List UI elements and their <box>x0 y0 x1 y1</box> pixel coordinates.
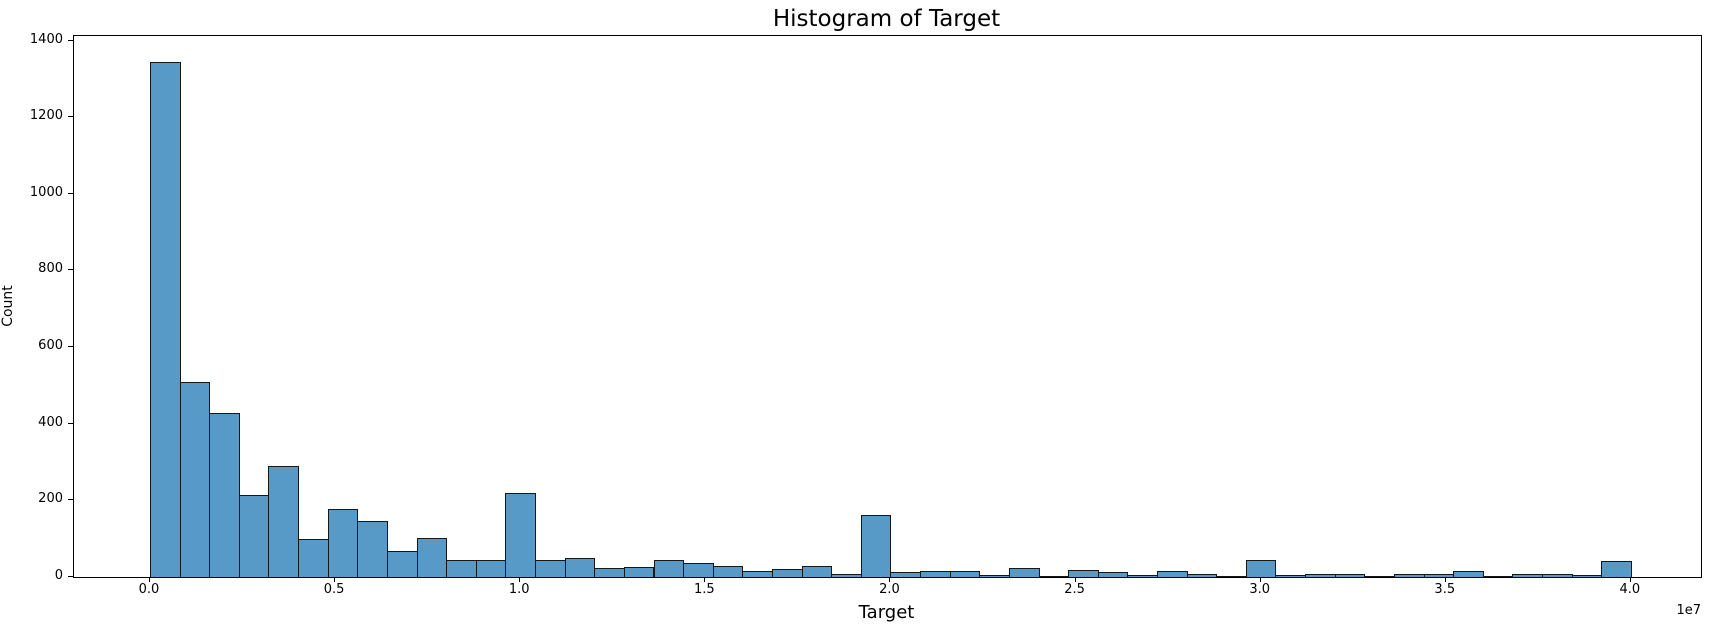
x-tick-label: 0.5 <box>323 582 345 597</box>
histogram-bar <box>298 538 329 577</box>
x-tick-mark <box>1259 577 1261 582</box>
histogram-bar <box>594 568 625 577</box>
y-tick-mark <box>68 269 73 271</box>
histogram-bar <box>1423 574 1455 577</box>
x-tick-label: 2.0 <box>879 582 900 597</box>
histogram-bar <box>1038 576 1070 577</box>
y-tick-label: 0 <box>54 568 63 583</box>
histogram-bar <box>623 566 655 577</box>
histogram-bar <box>771 568 803 577</box>
histogram-bar <box>831 573 862 577</box>
y-tick-mark <box>68 39 73 41</box>
histogram-bar <box>920 571 951 577</box>
histogram-bar <box>505 492 537 577</box>
y-tick-mark <box>68 346 73 348</box>
y-axis-label: Count <box>0 285 16 327</box>
histogram-bar <box>1542 574 1573 577</box>
x-tick-mark <box>149 577 150 582</box>
histogram-bar <box>209 413 240 577</box>
histogram-bar <box>949 571 981 577</box>
chart-title: Histogram of Target <box>772 6 1001 32</box>
histogram-bar <box>1216 576 1247 577</box>
histogram-bar <box>653 560 685 577</box>
y-tick-mark <box>68 576 73 577</box>
y-tick-mark <box>68 192 73 194</box>
y-tick-label: 200 <box>38 491 63 507</box>
x-tick-mark <box>1444 577 1446 582</box>
histogram-bar <box>979 575 1010 577</box>
histogram-bar <box>1008 568 1040 577</box>
histogram-bar <box>1275 574 1307 577</box>
histogram-bar <box>475 559 507 577</box>
histogram-bar <box>1482 576 1514 577</box>
histogram-bar <box>1571 575 1603 577</box>
y-tick-label: 1000 <box>29 184 63 200</box>
y-tick-label: 400 <box>38 414 63 430</box>
x-tick-mark <box>889 577 891 582</box>
histogram-bar <box>1364 576 1395 577</box>
histogram-bar <box>1245 559 1277 577</box>
histogram-bar <box>1334 573 1366 577</box>
histogram-bar <box>1512 573 1544 577</box>
histogram-bar <box>1127 575 1158 577</box>
histogram-bar <box>386 550 418 577</box>
y-tick-mark <box>68 499 73 501</box>
x-tick-label: 1.5 <box>693 582 715 597</box>
histogram-bar <box>150 61 181 577</box>
histogram-bar <box>1393 573 1425 577</box>
y-tick-label: 1200 <box>29 108 63 124</box>
x-tick-label: 3.0 <box>1249 582 1270 597</box>
histogram-bar <box>535 560 566 577</box>
histogram-bar <box>357 520 388 577</box>
y-tick-mark <box>68 116 73 118</box>
x-tick-label: 1.0 <box>508 582 530 597</box>
histogram-bar <box>1453 570 1484 577</box>
histogram-bar <box>801 565 833 577</box>
y-tick-label: 800 <box>38 261 63 277</box>
histogram-bar <box>238 494 270 577</box>
histogram-bar <box>860 514 892 577</box>
histogram-bar <box>683 562 714 577</box>
x-axis-label: Target <box>858 602 915 623</box>
histogram-bar <box>1068 570 1099 577</box>
x-tick-mark <box>1629 577 1631 582</box>
plot-area <box>73 35 1702 578</box>
histogram-bar <box>268 465 300 577</box>
histogram-bar <box>446 559 477 577</box>
histogram-bar <box>890 571 922 577</box>
histogram-bar <box>1097 572 1129 577</box>
x-axis-offset-label: 1e7 <box>1676 603 1701 618</box>
histogram-bar <box>742 571 773 577</box>
histogram-bar <box>564 557 596 577</box>
histogram-bar <box>1157 570 1188 577</box>
x-tick-mark <box>519 577 521 582</box>
y-tick-label: 1400 <box>29 31 63 47</box>
histogram-bar <box>416 537 448 577</box>
x-tick-mark <box>704 577 706 582</box>
histogram-bar <box>1186 573 1218 577</box>
histogram-bar <box>179 381 211 577</box>
x-tick-label: 0.0 <box>138 582 160 597</box>
histogram-bar <box>712 565 744 577</box>
histogram-bar <box>1601 560 1632 577</box>
x-tick-mark <box>1074 577 1076 582</box>
y-tick-mark <box>68 422 73 424</box>
x-tick-label: 4.0 <box>1619 582 1641 597</box>
x-tick-label: 2.5 <box>1064 582 1085 597</box>
x-tick-label: 3.5 <box>1434 582 1456 597</box>
histogram-bar <box>1305 573 1336 577</box>
y-tick-label: 600 <box>38 338 63 354</box>
histogram-bar <box>327 508 359 577</box>
x-tick-mark <box>334 577 336 582</box>
